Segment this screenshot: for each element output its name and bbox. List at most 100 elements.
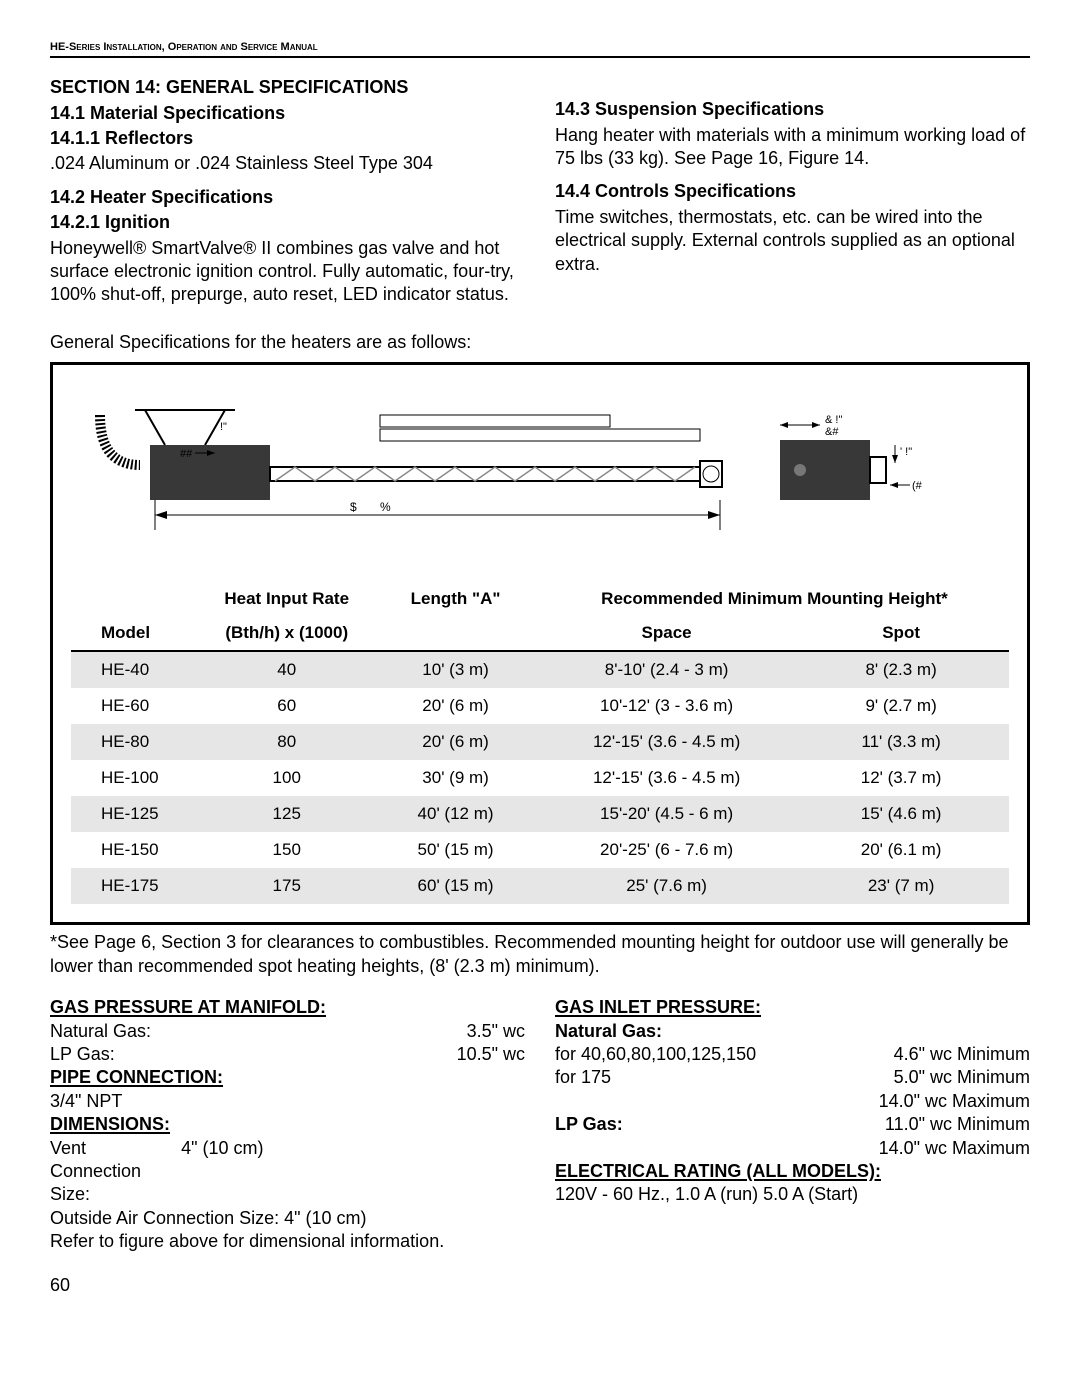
table-cell: HE-60 xyxy=(71,688,202,724)
table-cell: HE-40 xyxy=(71,651,202,688)
table-cell: 8' (2.3 m) xyxy=(793,651,1009,688)
table-cell: 8'-10' (2.4 - 3 m) xyxy=(540,651,793,688)
table-cell: 20' (6 m) xyxy=(371,724,540,760)
section-title: SECTION 14: GENERAL SPECIFICATIONS xyxy=(50,76,525,99)
table-cell: 12'-15' (3.6 - 4.5 m) xyxy=(540,724,793,760)
page-header: HE-Series Installation, Operation and Se… xyxy=(50,40,1030,58)
table-cell: HE-80 xyxy=(71,724,202,760)
dimensions-note: Refer to figure above for dimensional in… xyxy=(50,1230,525,1253)
table-row: HE-17517560' (15 m)25' (7.6 m)23' (7 m) xyxy=(71,868,1009,904)
table-cell: 20' (6 m) xyxy=(371,688,540,724)
svg-text:%: % xyxy=(380,500,391,514)
table-row: HE-12512540' (12 m)15'-20' (4.5 - 6 m)15… xyxy=(71,796,1009,832)
table-cell: HE-150 xyxy=(71,832,202,868)
lower-specs: GAS PRESSURE AT MANIFOLD: Natural Gas:3.… xyxy=(50,996,1030,1253)
table-cell: 15' (4.6 m) xyxy=(793,796,1009,832)
intro-columns: SECTION 14: GENERAL SPECIFICATIONS 14.1 … xyxy=(50,76,1030,317)
reflectors-body: .024 Aluminum or .024 Stainless Steel Ty… xyxy=(50,152,525,175)
svg-text:!": !" xyxy=(220,421,227,433)
table-cell: 9' (2.7 m) xyxy=(793,688,1009,724)
intro-line: General Specifications for the heaters a… xyxy=(50,331,1030,354)
table-row: HE-15015050' (15 m)20'-25' (6 - 7.6 m)20… xyxy=(71,832,1009,868)
table-cell: 150 xyxy=(202,832,371,868)
kv-ng-2: for 1755.0" wc Minimum xyxy=(555,1066,1030,1089)
ignition-body: Honeywell® SmartValve® II combines gas v… xyxy=(50,237,525,307)
pipe-connection-value: 3/4" NPT xyxy=(50,1090,525,1113)
table-cell: 15'-20' (4.5 - 6 m) xyxy=(540,796,793,832)
table-cell: 10' (3 m) xyxy=(371,651,540,688)
table-cell: 10'-12' (3 - 3.6 m) xyxy=(540,688,793,724)
table-row: HE-10010030' (9 m)12'-15' (3.6 - 4.5 m)1… xyxy=(71,760,1009,796)
table-header-row-1: Heat Input Rate Length "A" Recommended M… xyxy=(71,582,1009,616)
table-cell: 60 xyxy=(202,688,371,724)
table-cell: 125 xyxy=(202,796,371,832)
figure-box: $ % ## !" & !" &# ' !" (# Heat Input Rat… xyxy=(50,362,1030,925)
kv-lp-row: LP Gas:11.0" wc Minimum xyxy=(555,1113,1030,1136)
table-cell: 30' (9 m) xyxy=(371,760,540,796)
kv-lp-2: 14.0" wc Maximum xyxy=(555,1137,1030,1160)
table-cell: 100 xyxy=(202,760,371,796)
h-pipe-connection: PIPE CONNECTION: xyxy=(50,1067,223,1087)
left-column: SECTION 14: GENERAL SPECIFICATIONS 14.1 … xyxy=(50,76,525,317)
controls-body: Time switches, thermostats, etc. can be … xyxy=(555,206,1030,276)
th-heat-input: Heat Input Rate xyxy=(202,582,371,616)
th-model: Model xyxy=(71,616,202,651)
page-number: 60 xyxy=(50,1274,1030,1297)
label-lp-gas: LP Gas: xyxy=(555,1114,623,1134)
table-cell: HE-175 xyxy=(71,868,202,904)
table-footnote: *See Page 6, Section 3 for clearances to… xyxy=(50,931,1030,978)
table-cell: 25' (7.6 m) xyxy=(540,868,793,904)
svg-text:(#: (# xyxy=(912,480,923,492)
kv-natural-gas: Natural Gas:3.5" wc xyxy=(50,1020,525,1043)
kv-vent-size: Vent Connection Size:4" (10 cm) xyxy=(50,1137,525,1207)
table-row: HE-404010' (3 m)8'-10' (2.4 - 3 m)8' (2.… xyxy=(71,651,1009,688)
th-space: Space xyxy=(540,616,793,651)
svg-text:##: ## xyxy=(180,448,193,460)
table-cell: 23' (7 m) xyxy=(793,868,1009,904)
table-cell: 12'-15' (3.6 - 4.5 m) xyxy=(540,760,793,796)
table-row: HE-606020' (6 m)10'-12' (3 - 3.6 m)9' (2… xyxy=(71,688,1009,724)
lower-right: GAS INLET PRESSURE: Natural Gas: for 40,… xyxy=(555,996,1030,1253)
th-spot: Spot xyxy=(793,616,1009,651)
table-cell: 20'-25' (6 - 7.6 m) xyxy=(540,832,793,868)
th-length-a: Length "A" xyxy=(371,582,540,616)
spec-table: Heat Input Rate Length "A" Recommended M… xyxy=(71,582,1009,905)
table-row: HE-808020' (6 m)12'-15' (3.6 - 4.5 m)11'… xyxy=(71,724,1009,760)
table-cell: 175 xyxy=(202,868,371,904)
label-natural-gas: Natural Gas: xyxy=(555,1021,662,1041)
svg-text:$: $ xyxy=(350,500,357,514)
table-cell: 11' (3.3 m) xyxy=(793,724,1009,760)
lower-left: GAS PRESSURE AT MANIFOLD: Natural Gas:3.… xyxy=(50,996,525,1253)
svg-text:&#: &# xyxy=(825,426,839,438)
subsection-14-1-1: 14.1.1 Reflectors xyxy=(50,127,525,150)
h-gas-manifold: GAS PRESSURE AT MANIFOLD: xyxy=(50,997,326,1017)
table-cell: 50' (15 m) xyxy=(371,832,540,868)
table-cell: 12' (3.7 m) xyxy=(793,760,1009,796)
table-cell: 40 xyxy=(202,651,371,688)
table-cell: HE-100 xyxy=(71,760,202,796)
table-cell: 20' (6.1 m) xyxy=(793,832,1009,868)
table-header-row-2: Model (Bth/h) x (1000) Space Spot xyxy=(71,616,1009,651)
h-dimensions: DIMENSIONS: xyxy=(50,1114,170,1134)
th-recommended: Recommended Minimum Mounting Height* xyxy=(540,582,1009,616)
svg-text:& !": & !" xyxy=(825,414,842,426)
subsection-14-2: 14.2 Heater Specifications xyxy=(50,186,525,209)
kv-ng-1: for 40,60,80,100,125,1504.6" wc Minimum xyxy=(555,1043,1030,1066)
subsection-14-4: 14.4 Controls Specifications xyxy=(555,180,1030,203)
table-cell: 80 xyxy=(202,724,371,760)
outside-air-size: Outside Air Connection Size: 4" (10 cm) xyxy=(50,1207,525,1230)
right-column: 14.3 Suspension Specifications Hang heat… xyxy=(555,76,1030,317)
svg-text:' !": ' !" xyxy=(900,446,912,458)
kv-ng-3: 14.0" wc Maximum xyxy=(555,1090,1030,1113)
th-bthh: (Bth/h) x (1000) xyxy=(202,616,371,651)
table-cell: HE-125 xyxy=(71,796,202,832)
subsection-14-1: 14.1 Material Specifications xyxy=(50,102,525,125)
h-gas-inlet: GAS INLET PRESSURE: xyxy=(555,997,761,1017)
subsection-14-3: 14.3 Suspension Specifications xyxy=(555,98,1030,121)
electrical-rating-value: 120V - 60 Hz., 1.0 A (run) 5.0 A (Start) xyxy=(555,1183,1030,1206)
subsection-14-2-1: 14.2.1 Ignition xyxy=(50,211,525,234)
table-cell: 60' (15 m) xyxy=(371,868,540,904)
kv-lp-gas: LP Gas:10.5" wc xyxy=(50,1043,525,1066)
heater-diagram: $ % ## !" & !" &# ' !" (# xyxy=(71,385,1009,545)
table-cell: 40' (12 m) xyxy=(371,796,540,832)
